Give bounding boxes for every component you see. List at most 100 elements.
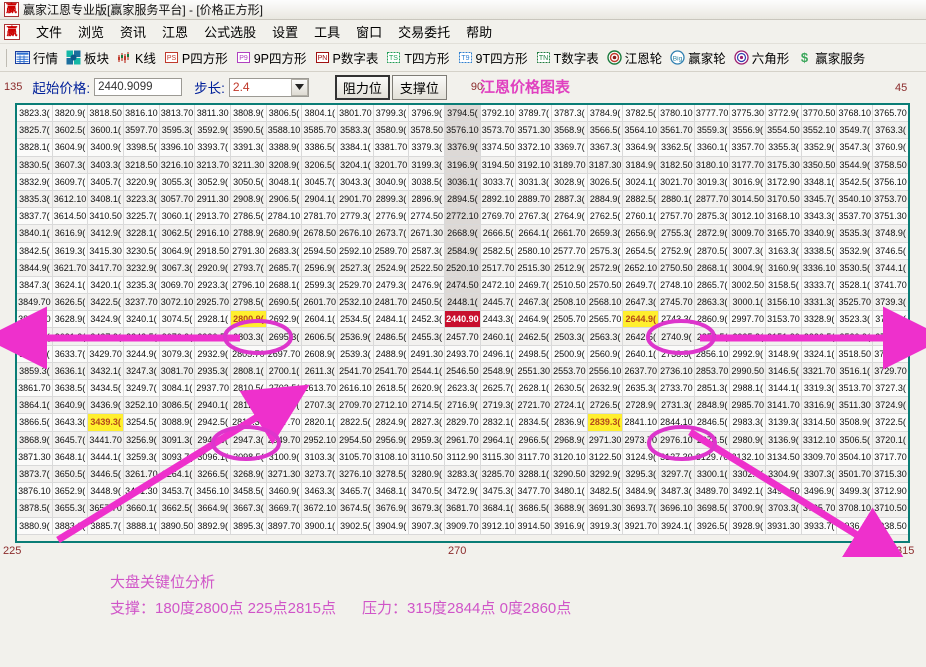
price-cell[interactable]: 3158.5( (765, 275, 802, 295)
price-cell[interactable]: 2997.70 (729, 310, 767, 329)
price-cell[interactable]: 3873.7( (16, 464, 53, 484)
price-cell[interactable]: 2464.9( (515, 310, 553, 329)
price-cell[interactable]: 3340.9( (800, 224, 838, 243)
price-cell[interactable]: 3300.1( (693, 464, 731, 484)
price-cell[interactable]: 3607.3( (51, 155, 89, 174)
price-cell[interactable]: 3093.7( (158, 447, 196, 466)
price-cell[interactable]: 2618.5( (372, 378, 410, 398)
price-cell[interactable]: 3936.1( (836, 516, 874, 535)
price-cell[interactable]: 3386.5( (301, 138, 339, 157)
price-cell[interactable]: 2503.3( (551, 327, 588, 346)
price-cell[interactable]: 3360.1( (693, 138, 731, 157)
price-cell[interactable]: 2836.9( (551, 413, 588, 432)
price-cell[interactable]: 2937.70 (194, 378, 232, 398)
price-cell[interactable]: 3007.3( (729, 241, 767, 260)
price-cell[interactable]: 2940.1( (194, 396, 232, 415)
price-cell[interactable]: 3612.10 (51, 189, 89, 209)
price-cell[interactable]: 3141.70 (765, 396, 802, 415)
price-cell[interactable]: 2462.5( (515, 327, 553, 346)
price-cell[interactable]: 2858.5( (693, 327, 731, 346)
price-cell[interactable]: 3146.5( (765, 361, 802, 381)
price-cell[interactable]: 3813.70 (158, 103, 196, 123)
price-cell[interactable]: 3376.9( (444, 138, 481, 157)
price-cell[interactable]: 3684.1( (479, 499, 517, 518)
price-cell[interactable]: 2556.10 (586, 361, 624, 381)
price-cell[interactable]: 2592.10 (337, 241, 374, 260)
price-cell[interactable]: 2882.5( (622, 189, 660, 209)
price-cell[interactable]: 2815.30 (230, 413, 267, 432)
price-cell[interactable]: 2673.7( (372, 224, 410, 243)
price-cell[interactable]: 3218.50 (123, 155, 160, 174)
highlighted-price-cell[interactable]: 2839.3( (586, 413, 624, 432)
price-cell[interactable]: 3520.9( (836, 327, 874, 346)
price-cell[interactable]: 2748.10 (658, 275, 695, 295)
menu-item-tools[interactable]: 工具 (314, 25, 341, 40)
price-cell[interactable]: 3578.50 (408, 121, 446, 140)
price-cell[interactable]: 3074.5( (158, 310, 196, 329)
price-cell[interactable]: 3628.9( (51, 310, 89, 329)
price-cell[interactable]: 3744.1( (872, 258, 909, 277)
price-cell[interactable]: 3127.30 (658, 447, 695, 466)
price-cell[interactable]: 3904.9( (372, 516, 410, 535)
price-cell[interactable]: 3792.10 (479, 103, 517, 123)
price-cell[interactable]: 3667.3( (230, 499, 267, 518)
price-cell[interactable]: 2544.1( (408, 361, 446, 381)
price-cell[interactable]: 3453.7( (158, 482, 196, 501)
toolbar-button-winner-wheel[interactable]: Big 赢家轮 (666, 46, 730, 69)
gann-price-table[interactable]: 3823.3(3820.9(3818.50 3816.10 3813.70 3811.… (16, 103, 909, 535)
price-cell[interactable]: 3784.9( (586, 103, 624, 123)
price-cell[interactable]: 2721.70 (515, 396, 553, 415)
price-cell[interactable]: 3242.5( (123, 327, 160, 346)
price-cell[interactable]: 3772.9( (765, 103, 802, 123)
price-cell[interactable]: 3686.5( (515, 499, 553, 518)
price-cell[interactable]: 3076.9( (158, 327, 196, 346)
price-cell[interactable]: 2959.3( (408, 430, 446, 449)
price-cell[interactable]: 3122.50 (586, 447, 624, 466)
price-cell[interactable]: 3405.7( (87, 172, 125, 191)
price-cell[interactable]: 3770.50 (800, 103, 838, 123)
price-cell[interactable]: 3672.10 (301, 499, 339, 518)
price-cell[interactable]: 3619.3( (51, 241, 89, 260)
price-cell[interactable]: 3544.9( (836, 155, 874, 174)
price-cell[interactable]: 2568.10 (586, 293, 624, 312)
price-cell[interactable]: 2750.50 (658, 258, 695, 277)
price-cell[interactable]: 3100.9( (265, 447, 303, 466)
price-cell[interactable]: 3669.7( (265, 499, 303, 518)
price-cell[interactable]: 2457.70 (444, 327, 481, 346)
price-cell[interactable]: 2841.10 (622, 413, 660, 432)
price-cell[interactable]: 3700.9( (729, 499, 767, 518)
price-cell[interactable]: 3064.9( (158, 241, 196, 260)
price-cell[interactable]: 3576.10 (444, 121, 481, 140)
price-cell[interactable]: 2553.70 (551, 361, 588, 381)
price-cell[interactable]: 3765.70 (872, 103, 909, 123)
toolbar-button-p-square[interactable]: PS P四方形 (160, 46, 232, 69)
price-cell[interactable]: 3811.30 (194, 103, 232, 123)
price-cell[interactable]: 2995.3( (729, 327, 767, 346)
price-cell[interactable]: 3244.9( (123, 344, 160, 363)
price-cell[interactable]: 3278.5( (372, 464, 410, 484)
price-cell[interactable]: 2676.10 (337, 224, 374, 243)
price-cell[interactable]: 2738.5( (658, 344, 695, 363)
price-cell[interactable]: 2712.10 (372, 396, 410, 415)
price-cell[interactable]: 3535.3( (836, 224, 874, 243)
price-cell[interactable]: 2805.70 (230, 344, 267, 363)
price-cell[interactable]: 3664.9( (194, 499, 232, 518)
price-cell[interactable]: 3760.9( (872, 138, 909, 157)
price-cell[interactable]: 3799.3( (372, 103, 410, 123)
price-cell[interactable]: 2872.9( (693, 224, 731, 243)
price-cell[interactable]: 3069.70 (158, 275, 196, 295)
price-cell[interactable]: 3729.70 (872, 361, 909, 381)
price-cell[interactable]: 3348.1( (800, 172, 838, 191)
price-cell[interactable]: 3328.9( (800, 310, 838, 329)
price-cell[interactable]: 2781.70 (301, 207, 339, 226)
price-cell[interactable]: 3861.70 (16, 378, 53, 398)
price-cell[interactable]: 3496.9( (800, 482, 838, 501)
price-cell[interactable]: 3285.70 (479, 464, 517, 484)
price-cell[interactable]: 3532.9( (836, 241, 874, 260)
toolbar-button-sector[interactable]: 板块 (62, 46, 113, 69)
price-cell[interactable]: 3866.5( (16, 413, 53, 432)
price-cell[interactable]: 3456.10 (194, 482, 232, 501)
price-cell[interactable]: 3878.5( (16, 499, 53, 518)
price-cell[interactable]: 3712.90 (872, 482, 909, 501)
price-cell[interactable]: 3501.70 (836, 464, 874, 484)
